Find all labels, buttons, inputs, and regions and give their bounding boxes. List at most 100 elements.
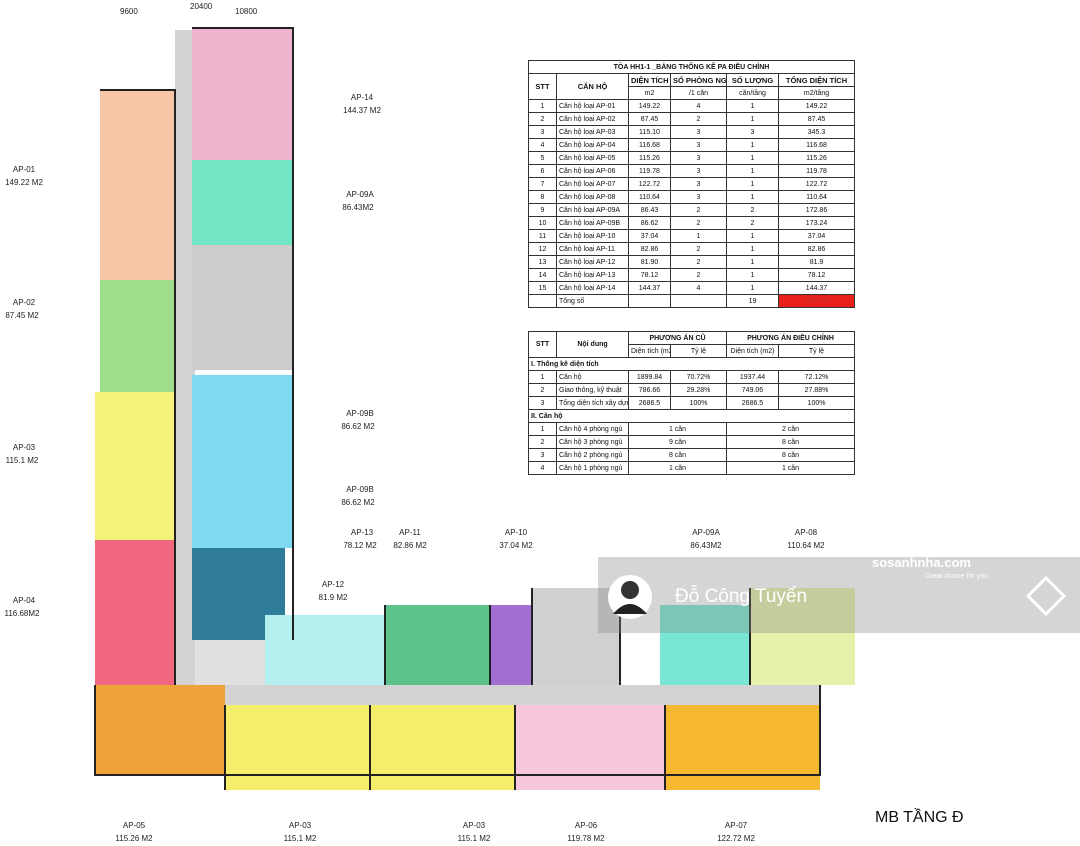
table-cell: 1 xyxy=(726,229,779,243)
unit-area: 144.37 M2 xyxy=(343,106,381,115)
table-row: 5 Căn hộ loại AP-05 115.26 3 1 115.26 xyxy=(528,151,856,165)
table-cell: 1 xyxy=(726,164,779,178)
plan-title: MB TẦNG Đ xyxy=(875,807,964,826)
table-cell: 110.64 xyxy=(628,190,671,204)
table-row: 10 Căn hộ loại AP-09B 86.62 2 2 173.24 xyxy=(528,216,856,230)
table-cell: 81.9 xyxy=(777,255,856,269)
table-cell: 8 xyxy=(528,190,557,204)
table-cell: 1 xyxy=(528,370,557,384)
stats-table: TÒA HH1-1 _BẢNG THỐNG KÊ PA ĐIỀU CHỈNH ST… xyxy=(527,60,856,308)
unit-area: 116.68M2 xyxy=(5,609,41,618)
table-header: /1 căn xyxy=(670,86,727,100)
table-cell: 81.90 xyxy=(628,255,671,269)
table-cell: 115.26 xyxy=(777,151,856,165)
table-cell: 1 căn xyxy=(628,422,727,436)
table-cell: 172.86 xyxy=(777,203,856,217)
table-cell: Căn hộ 2 phòng ngủ xyxy=(556,448,629,462)
table-header: m2 xyxy=(628,86,671,100)
unit-name: AP-14 xyxy=(351,93,374,102)
table-row: I. Thống kê diện tích xyxy=(528,357,855,371)
watermark-site: sosanhnha.com xyxy=(872,555,971,570)
table-cell xyxy=(628,294,671,308)
table-cell: Căn hộ loại AP-06 xyxy=(556,164,629,178)
table-header: STT xyxy=(528,331,557,358)
unit-name: AP-03 xyxy=(289,821,312,830)
table-cell: 2 xyxy=(726,216,779,230)
table-cell: 9 xyxy=(528,203,557,217)
unit-area: 86.43M2 xyxy=(690,541,722,550)
table-cell: 122.72 xyxy=(628,177,671,191)
table-title: TÒA HH1-1 _BẢNG THỐNG KÊ PA ĐIỀU CHỈNH xyxy=(527,60,856,74)
table-cell: 149.22 xyxy=(628,99,671,113)
table-cell: 3 xyxy=(670,138,727,152)
table-cell: 13 xyxy=(528,255,557,269)
table-cell: 100% xyxy=(778,396,855,410)
table-cell: Căn hộ xyxy=(556,370,629,384)
table-cell: 1937.44 xyxy=(777,294,856,308)
table-cell: 9 căn xyxy=(628,435,727,449)
table-header: Nội dung xyxy=(556,331,629,358)
unit-area: 78.12 M2 xyxy=(343,541,377,550)
table-cell: 1 xyxy=(726,268,779,282)
table-cell: 12 xyxy=(528,242,557,256)
unit-area: 81.9 M2 xyxy=(319,593,348,602)
table-cell: 3 xyxy=(528,448,557,462)
table-cell: 4 xyxy=(670,281,727,295)
table-cell: 8 căn xyxy=(628,448,727,462)
table-row: 15 Căn hộ loại AP-14 144.37 4 1 144.37 xyxy=(528,281,856,295)
table-cell: 149.22 xyxy=(777,99,856,113)
table-row: 9 Căn hộ loại AP-09A 86.43 2 2 172.86 xyxy=(528,203,856,217)
table-cell: 19 xyxy=(726,294,779,308)
unit-name: AP-05 xyxy=(123,821,146,830)
table-header: Diện tích (m2) xyxy=(726,344,779,358)
unit-labels: AP-14 144.37 M2 AP-09A 86.43M2 AP-09B 86.62… xyxy=(5,93,826,843)
table-row: 6 Căn hộ loại AP-06 119.78 3 1 119.78 xyxy=(528,164,856,178)
table-cell: 119.78 xyxy=(628,164,671,178)
table-cell: 1 xyxy=(528,99,557,113)
unit-name: AP-06 xyxy=(575,821,598,830)
table-cell: 345.3 xyxy=(777,125,856,139)
table-cell: 116.68 xyxy=(628,138,671,152)
table-cell: 1 xyxy=(726,255,779,269)
table-cell: Căn hộ loại AP-14 xyxy=(556,281,629,295)
table-cell: 10 xyxy=(528,216,557,230)
table-cell: 1 xyxy=(726,242,779,256)
table-cell: 78.12 xyxy=(777,268,856,282)
table-cell: 2686.5 xyxy=(726,396,779,410)
table-cell: 122.72 xyxy=(777,177,856,191)
table-cell: 78.12 xyxy=(628,268,671,282)
table-row: II. Căn hộ xyxy=(528,409,855,423)
unit-area: 37.04 M2 xyxy=(499,541,533,550)
table-cell: 8 căn xyxy=(726,448,855,462)
table-cell: Căn hộ loại AP-09B xyxy=(556,216,629,230)
table-cell: 3 xyxy=(670,164,727,178)
table-cell: Căn hộ loại AP-12 xyxy=(556,255,629,269)
table-row: 3 Căn hộ 2 phòng ngủ 8 căn 8 căn xyxy=(528,448,855,462)
table-header: Tỷ lệ xyxy=(778,344,855,358)
table-cell: 3 xyxy=(528,125,557,139)
unit-name: AP-09B xyxy=(346,485,374,494)
table-cell: 2 xyxy=(670,216,727,230)
table-row: 11 Căn hộ loại AP-10 37.04 1 1 37.04 xyxy=(528,229,856,243)
table-cell: 2 căn xyxy=(726,422,855,436)
table-row: 7 Căn hộ loại AP-07 122.72 3 1 122.72 xyxy=(528,177,856,191)
table-cell: 4 xyxy=(528,461,557,475)
table-header: Diện tích (m2) xyxy=(628,344,671,358)
table-cell: 2686.5 xyxy=(628,396,671,410)
table-cell: 82.86 xyxy=(628,242,671,256)
table-cell: 2 xyxy=(670,112,727,126)
table-cell: 749.06 xyxy=(726,383,779,397)
table-cell: 87.45 xyxy=(628,112,671,126)
table-cell: 6 xyxy=(528,164,557,178)
table-cell: 1 xyxy=(726,99,779,113)
table-cell: 72.12% xyxy=(778,370,855,384)
table-cell: 2 xyxy=(670,268,727,282)
table-row: 8 Căn hộ loại AP-08 110.64 3 1 110.64 xyxy=(528,190,856,204)
unit-name: AP-01 xyxy=(13,165,36,174)
unit-name: AP-09B xyxy=(346,409,374,418)
table-cell: 27.88% xyxy=(778,383,855,397)
table-cell: 4 xyxy=(528,138,557,152)
table-cell: 144.37 xyxy=(777,281,856,295)
plan-blocks xyxy=(94,27,855,790)
